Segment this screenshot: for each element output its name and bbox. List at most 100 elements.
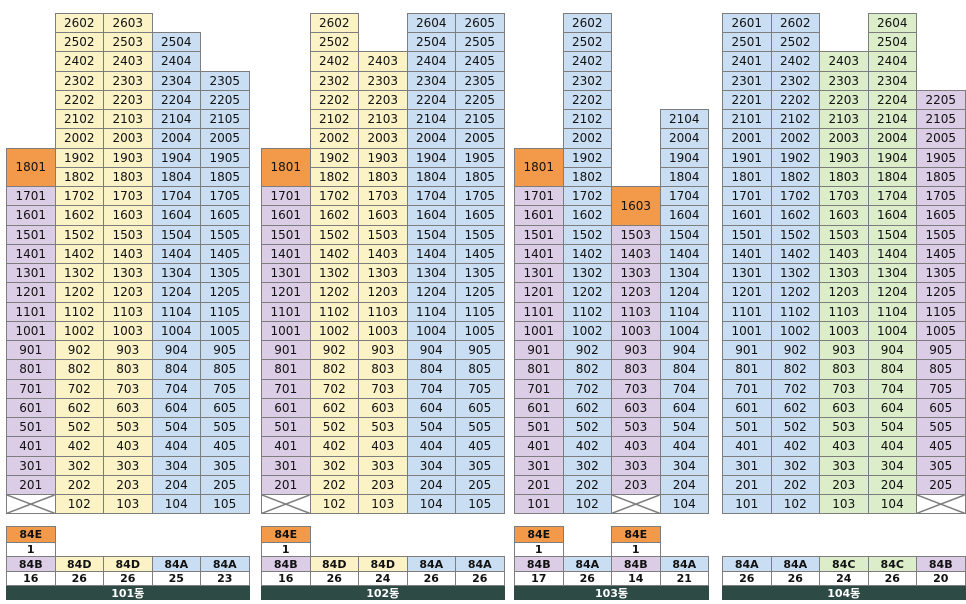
unit-cell: 1101 — [261, 301, 311, 322]
cross-icon — [7, 495, 55, 514]
unit-number: 204 — [164, 477, 188, 492]
unit-number: 905 — [213, 343, 237, 358]
unit-number: 704 — [880, 381, 904, 396]
unit-cell: 1705 — [455, 186, 505, 207]
unit-count: 20 — [917, 571, 965, 585]
unit-cell: 601 — [722, 397, 772, 418]
unit-number: 303 — [116, 458, 140, 473]
unit-cell: 602 — [770, 397, 820, 418]
unit-cell: 2002 — [562, 128, 612, 149]
unit-count: 24 — [359, 571, 407, 585]
unit-cell: 1403 — [611, 243, 661, 264]
unit-cell: 1002 — [562, 320, 612, 341]
unit-cell: 1603 — [611, 186, 661, 226]
unit-cell: 1205 — [916, 282, 966, 303]
unit-count: 14 — [612, 571, 660, 585]
unit-number: 1305 — [925, 266, 957, 281]
unit-number: 1404 — [876, 246, 908, 261]
unit-number: 2302 — [779, 73, 811, 88]
unit-number: 305 — [213, 458, 237, 473]
unit-count: 26 — [771, 571, 819, 585]
unit-cell: 605 — [200, 397, 250, 418]
unit-cell: 1802 — [770, 166, 820, 187]
unit-number: 804 — [419, 362, 443, 377]
unit-cell: 601 — [261, 397, 311, 418]
unit-number: 605 — [929, 400, 953, 415]
unit-cell: 2502 — [54, 32, 104, 53]
unit-cell: 403 — [611, 436, 661, 457]
unit-number: 1301 — [731, 266, 763, 281]
unit-cell: 1904 — [151, 147, 201, 168]
unit-count: 16 — [262, 571, 310, 585]
unit-cell: 1503 — [819, 224, 869, 245]
unit-number: 1202 — [779, 285, 811, 300]
unit-cell: 1703 — [103, 186, 153, 207]
unit-number: 1702 — [63, 189, 95, 204]
unit-cell: 1604 — [867, 205, 917, 226]
unit-number: 201 — [274, 477, 298, 492]
unit-number: 604 — [164, 400, 188, 415]
unit-number: 2502 — [318, 35, 350, 50]
unit-cell: 202 — [770, 474, 820, 495]
unit-number: 1103 — [620, 304, 652, 319]
unit-cell: 2305 — [455, 70, 505, 91]
unit-cell: 1702 — [309, 186, 359, 207]
unit-number: 905 — [929, 343, 953, 358]
unit-cell: 1402 — [770, 243, 820, 264]
unit-number: 402 — [575, 439, 599, 454]
unit-cell: 1503 — [103, 224, 153, 245]
unit-cell: 1004 — [867, 320, 917, 341]
type-label: 84D 26 — [54, 556, 104, 586]
unit-number: 1601 — [270, 208, 302, 223]
unit-cell: 1501 — [261, 224, 311, 245]
unit-number: 405 — [468, 439, 492, 454]
unit-number: 2003 — [112, 131, 144, 146]
unit-number: 1301 — [15, 266, 47, 281]
unit-number: 2004 — [160, 131, 192, 146]
unit-number: 2303 — [112, 73, 144, 88]
unit-number: 302 — [67, 458, 91, 473]
empty-unit-cell — [261, 494, 311, 515]
unit-cell: 405 — [200, 436, 250, 457]
unit-number: 1703 — [112, 189, 144, 204]
unit-cell: 404 — [151, 436, 201, 457]
unit-cell: 1801 — [722, 166, 772, 187]
unit-number: 1605 — [209, 208, 241, 223]
unit-number: 2103 — [367, 112, 399, 127]
unit-number: 1704 — [415, 189, 447, 204]
unit-number: 1604 — [668, 208, 700, 223]
unit-cell: 1304 — [867, 263, 917, 284]
unit-cell: 1703 — [358, 186, 408, 207]
unit-cell: 1805 — [455, 166, 505, 187]
unit-cell: 602 — [54, 397, 104, 418]
unit-cell: 104 — [406, 494, 456, 515]
unit-number: 1105 — [925, 304, 957, 319]
unit-cell: 1402 — [309, 243, 359, 264]
unit-cell: 1202 — [309, 282, 359, 303]
unit-number: 1302 — [318, 266, 350, 281]
unit-number: 303 — [624, 458, 648, 473]
unit-type: 84A — [723, 557, 771, 571]
unit-number: 2001 — [731, 131, 763, 146]
unit-cell: 2204 — [151, 89, 201, 110]
unit-number: 1201 — [731, 285, 763, 300]
unit-number: 1905 — [209, 150, 241, 165]
unit-number: 2403 — [112, 54, 144, 69]
unit-cell: 2104 — [659, 109, 709, 130]
unit-cell: 1801 — [6, 147, 56, 187]
unit-cell: 103 — [103, 494, 153, 515]
unit-cell: 602 — [309, 397, 359, 418]
unit-cell: 802 — [309, 359, 359, 380]
unit-number: 1704 — [668, 189, 700, 204]
unit-number: 2404 — [876, 54, 908, 69]
unit-cell: 804 — [406, 359, 456, 380]
unit-cell: 2005 — [916, 128, 966, 149]
unit-cell: 1804 — [151, 166, 201, 187]
unit-type: 84E — [515, 527, 563, 542]
unit-number: 1401 — [270, 246, 302, 261]
unit-cell: 1904 — [659, 147, 709, 168]
unit-cell: 1102 — [54, 301, 104, 322]
unit-number: 1804 — [668, 169, 700, 184]
unit-cell: 2501 — [722, 32, 772, 53]
unit-number: 103 — [116, 497, 140, 512]
